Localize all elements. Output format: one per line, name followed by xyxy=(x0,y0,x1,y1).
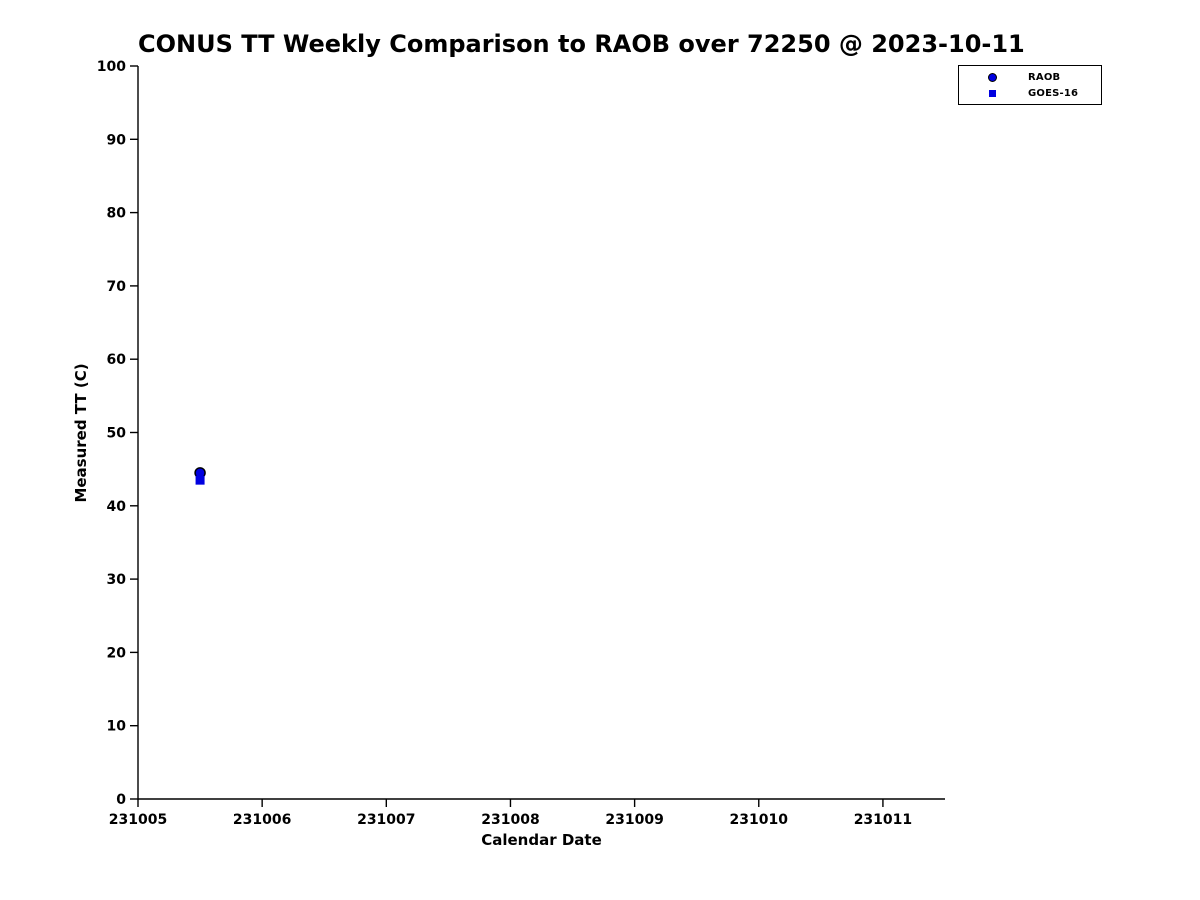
x-tick-label: 231009 xyxy=(605,812,663,828)
goes16-square-icon xyxy=(986,89,998,97)
legend: RAOB GOES-16 xyxy=(958,65,1102,105)
y-tick-label: 70 xyxy=(107,279,127,295)
data-point-goes-16 xyxy=(195,475,205,485)
y-tick-label: 30 xyxy=(107,572,127,588)
x-tick-label: 231011 xyxy=(854,812,912,828)
y-tick-label: 40 xyxy=(107,499,127,515)
x-tick-label: 231008 xyxy=(481,812,539,828)
x-tick-label: 231010 xyxy=(730,812,789,828)
y-tick-label: 100 xyxy=(97,59,126,75)
y-tick-label: 20 xyxy=(107,645,127,661)
circle-marker-icon xyxy=(987,72,997,82)
chart-title: CONUS TT Weekly Comparison to RAOB over … xyxy=(138,30,1025,58)
y-tick-label: 50 xyxy=(107,426,127,442)
y-tick-label: 90 xyxy=(107,132,127,148)
raob-circle-icon xyxy=(986,72,998,82)
x-tick-label: 231006 xyxy=(233,812,291,828)
legend-label-raob: RAOB xyxy=(1028,71,1061,83)
y-tick-label: 80 xyxy=(107,206,127,222)
y-tick-label: 60 xyxy=(107,352,127,368)
y-tick-label: 0 xyxy=(116,792,126,808)
x-axis-label: Calendar Date xyxy=(481,831,602,849)
legend-item-goes16: GOES-16 xyxy=(959,85,1101,101)
y-axis-label: Measured TT (C) xyxy=(72,363,90,503)
legend-item-raob: RAOB xyxy=(959,69,1101,85)
x-tick-label: 231005 xyxy=(109,812,167,828)
y-tick-label: 10 xyxy=(107,719,127,735)
legend-label-goes16: GOES-16 xyxy=(1028,87,1079,99)
square-marker-icon xyxy=(988,89,996,97)
x-tick-label: 231007 xyxy=(357,812,415,828)
